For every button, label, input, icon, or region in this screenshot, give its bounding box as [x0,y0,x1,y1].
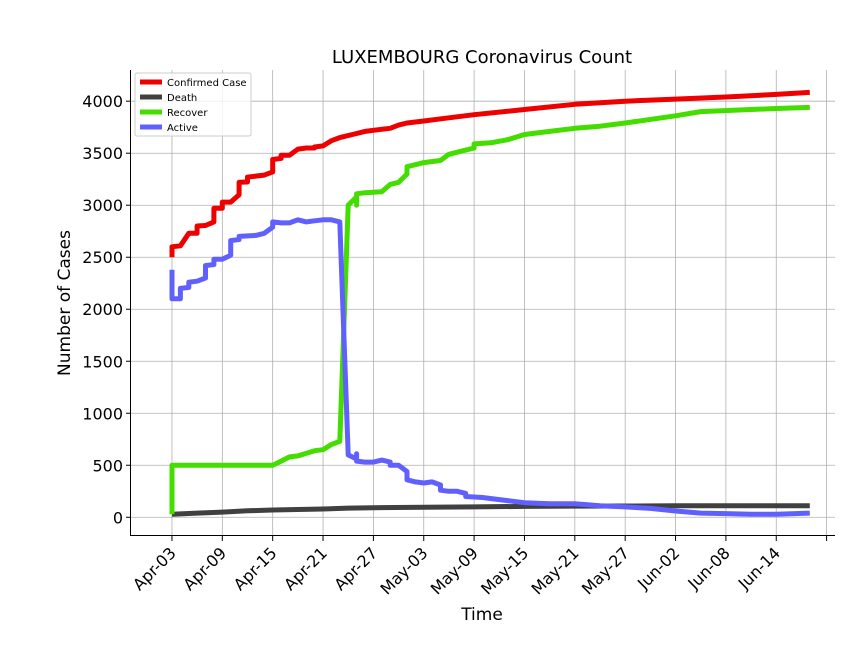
x-tick-label: Apr-03 [129,543,180,594]
x-tick-label: Jun-08 [683,543,733,593]
x-tick-label: May-15 [477,543,532,598]
x-tick-label: Jun-14 [734,543,784,593]
x-tick-label: Apr-27 [330,543,381,594]
x-tick-label: Apr-09 [179,543,230,594]
legend: Confirmed Case Death Recover Active [134,72,252,137]
x-tick-label: May-03 [376,543,431,598]
x-tick-label: May-09 [427,543,482,598]
chart-title: LUXEMBOURG Coronavirus Count [332,47,632,68]
legend-box [134,72,252,137]
y-tick-label: 3500 [82,144,123,163]
x-tick-label: May-21 [528,543,583,598]
y-tick-label: 0 [113,508,123,527]
y-tick-label: 3000 [82,196,123,215]
y-tick-label: 2000 [82,300,123,319]
series-line-death [171,503,810,517]
y-axis-label: Number of Cases [55,230,75,376]
series-line-confirmed-case [169,89,810,258]
x-ticks: Apr-03 Apr-09 Apr-15 Apr-21 Apr-27May-03May-… [129,536,828,599]
x-tick-label: Apr-15 [230,543,281,594]
y-ticks: 0 500 1000 1500 2000 2500 3000 3500 4000 [82,92,130,527]
x-tick-label: Jun-02 [633,543,683,593]
y-tick-label: 500 [92,456,123,475]
series-line-active [169,217,810,517]
legend-label: Confirmed Case [167,78,247,89]
legend-label: Recover [167,108,208,119]
series-line-recover [169,104,810,515]
y-tick-label: 1000 [82,404,123,423]
y-tick-label: 2500 [82,248,123,267]
y-tick-label: 1500 [82,352,123,371]
series-lines [169,89,810,517]
legend-label: Death [167,93,197,104]
grid [130,70,835,536]
x-axis-label: Time [460,605,503,625]
y-tick-label: 4000 [82,92,123,111]
x-tick-label: May-27 [578,543,633,598]
axes [130,70,835,536]
x-tick-label: Apr-21 [280,543,331,594]
legend-label: Active [167,123,198,134]
